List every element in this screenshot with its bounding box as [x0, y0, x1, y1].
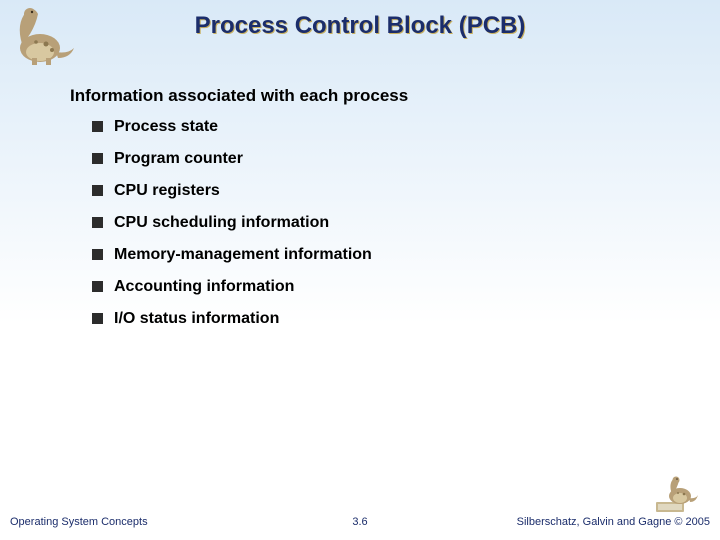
footer-copyright: Silberschatz, Galvin and Gagne © 2005	[517, 516, 710, 528]
list-item: CPU scheduling information	[92, 214, 372, 232]
list-item: CPU registers	[92, 182, 372, 200]
list-item: Program counter	[92, 150, 372, 168]
slide-subtitle: Information associated with each process	[70, 86, 408, 106]
bullet-list: Process state Program counter CPU regist…	[92, 118, 372, 342]
slide: Process Control Block (PCB) Information …	[0, 0, 720, 540]
list-item: Memory-management information	[92, 246, 372, 264]
slide-title: Process Control Block (PCB)	[0, 12, 720, 40]
list-item: Process state	[92, 118, 372, 136]
list-item: I/O status information	[92, 310, 372, 328]
dinosaur-footer-icon	[652, 474, 700, 514]
list-item: Accounting information	[92, 278, 372, 296]
